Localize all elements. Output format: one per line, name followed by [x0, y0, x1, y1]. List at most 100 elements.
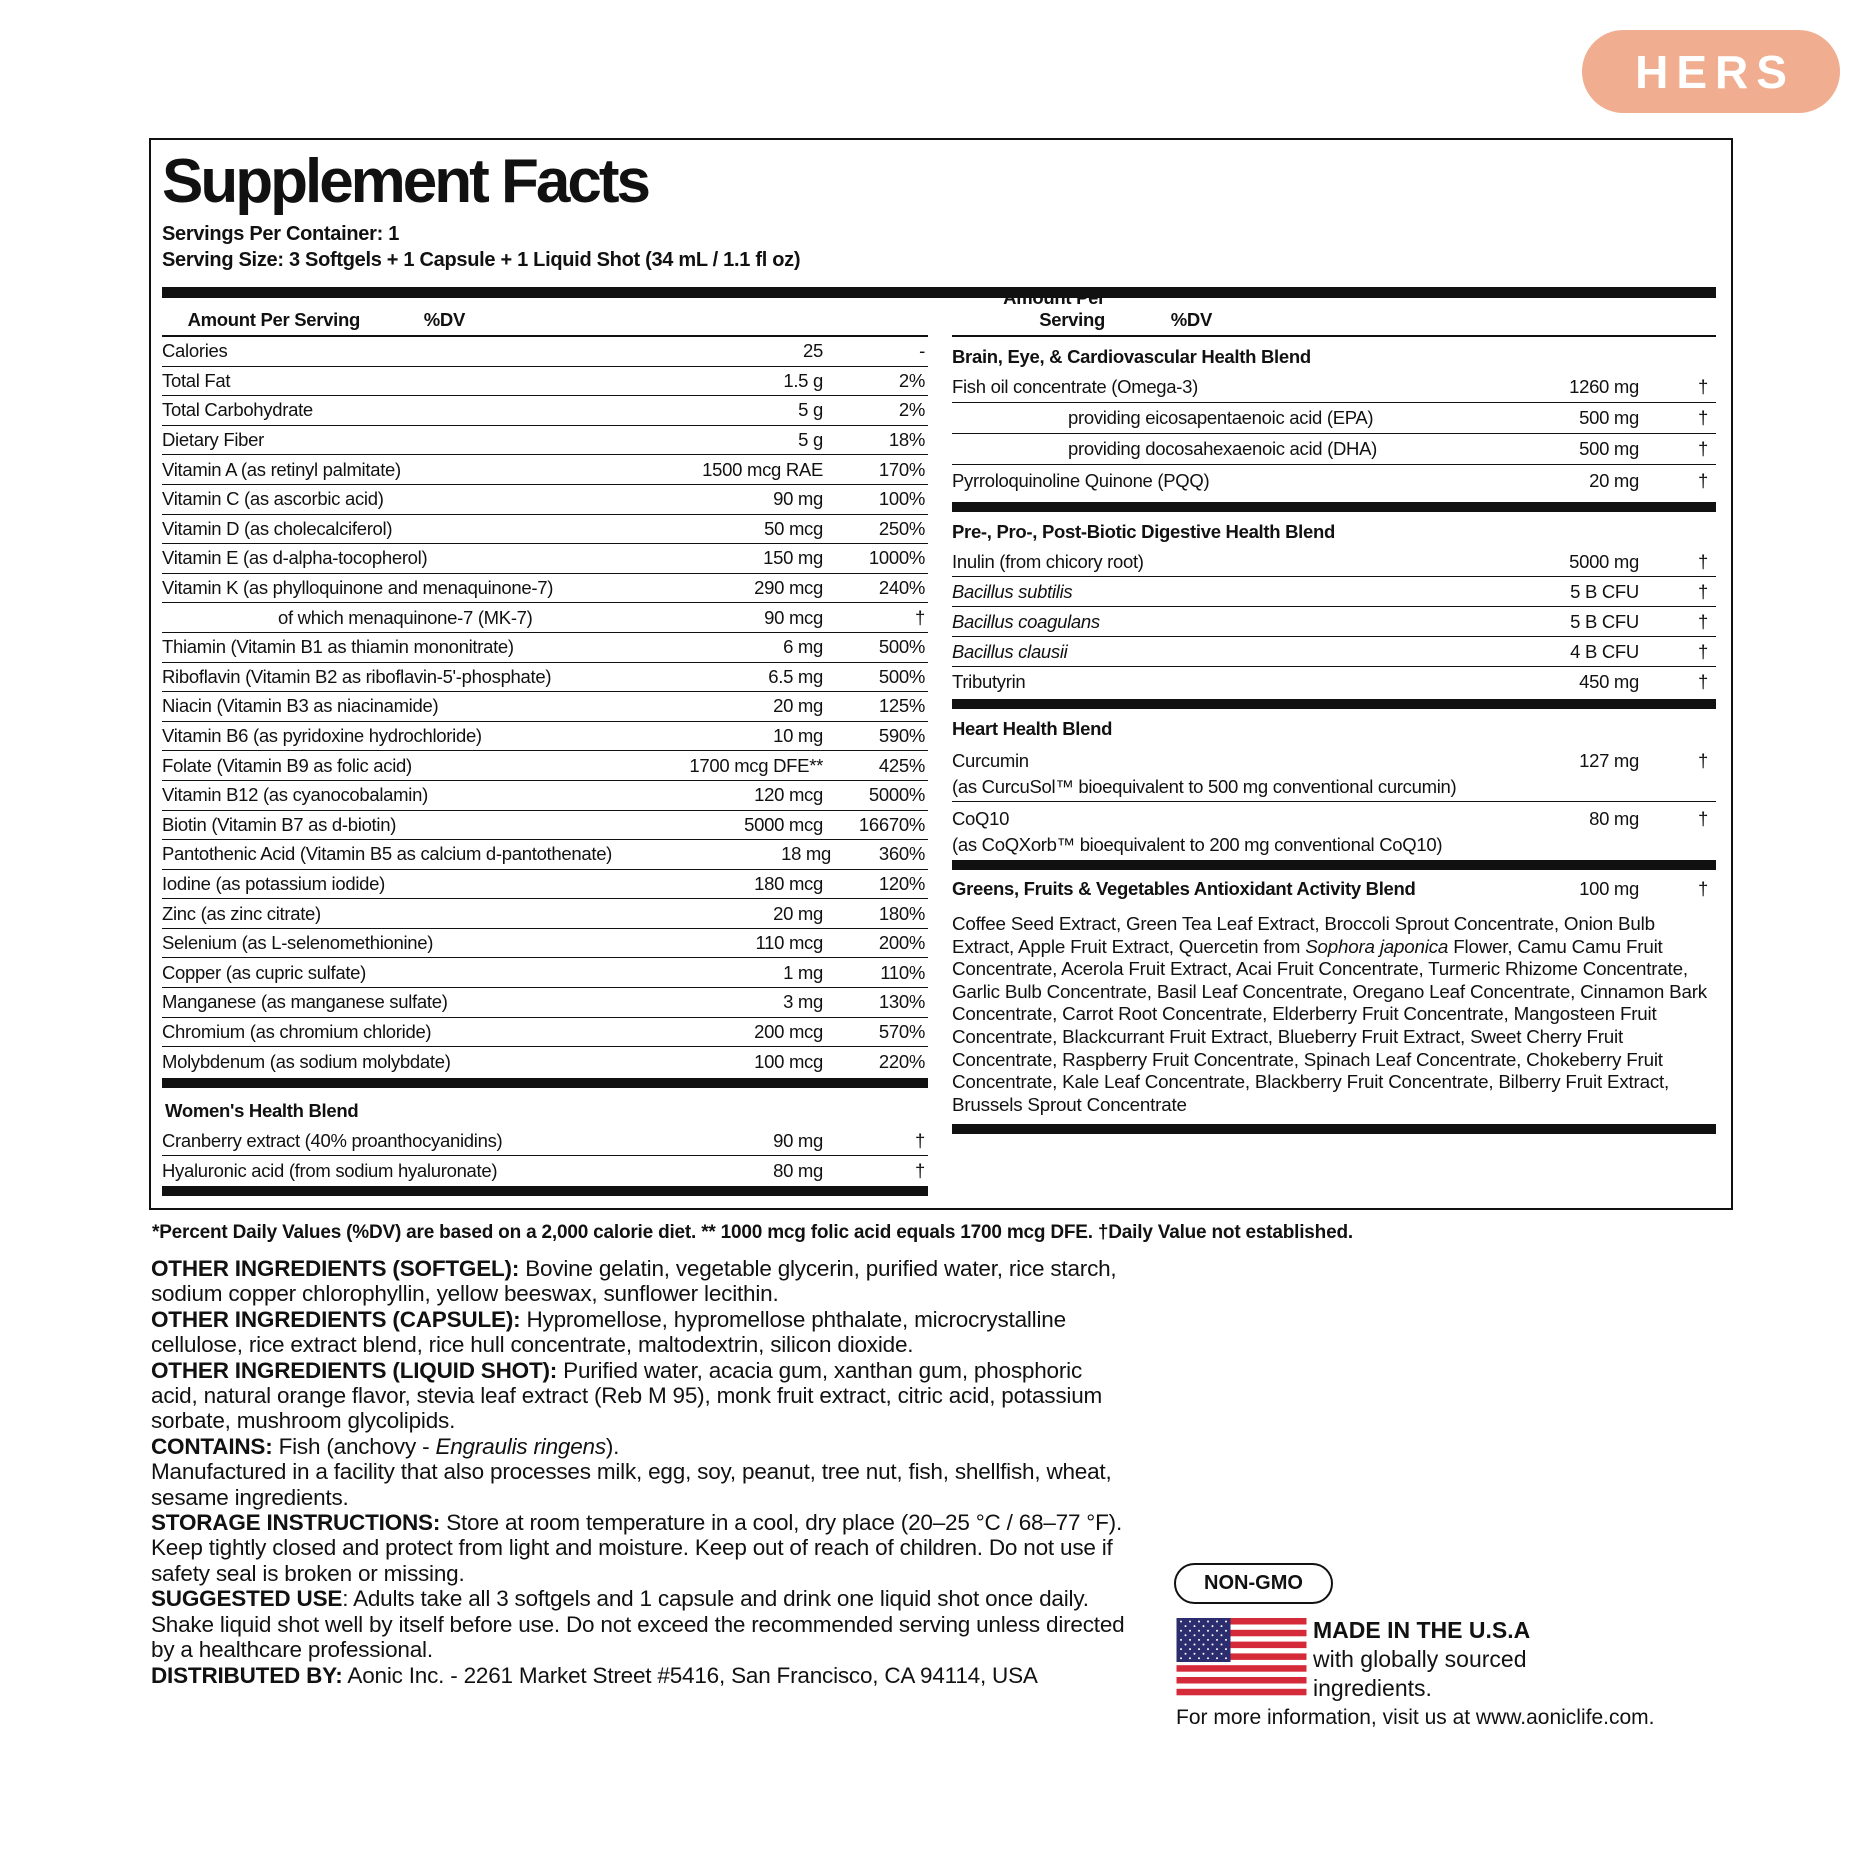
amount: 80 mg [773, 1160, 823, 1182]
amount: 1500 mcg RAE [702, 458, 823, 480]
amount: 5000 mcg [744, 813, 823, 835]
amount: 10 mg [773, 725, 823, 747]
amount: 500 mg [1579, 438, 1639, 459]
amount: 200 mcg [754, 1020, 823, 1042]
amount: 80 mg [1589, 808, 1639, 829]
daily-value: † [1698, 640, 1708, 662]
greens-ingredient-list: Coffee Seed Extract, Green Tea Leaf Extr… [952, 913, 1707, 1115]
other-ingredients: OTHER INGREDIENTS (SOFTGEL): Bovine gela… [151, 1256, 1131, 1688]
nutrient-name: Vitamin E (as d-alpha-tocopherol) [162, 547, 428, 569]
amount: 150 mg [763, 547, 823, 569]
nutrient-table-right: Amount Per Serving %DV Brain, Eye, & Car… [952, 287, 1716, 1135]
daily-value: † [1698, 750, 1708, 771]
amount: 1700 mcg DFE** [689, 754, 823, 776]
table-row: providing eicosapentaenoic acid (EPA) 500… [952, 403, 1716, 434]
nutrient-name: of which menaquinone-7 (MK-7) [278, 606, 533, 628]
nutrient-name: Cranberry extract (40% proanthocyanidins… [162, 1130, 503, 1152]
divider-bar [162, 1077, 928, 1088]
table-row: Calories 25 - [162, 337, 928, 367]
table-row: CoQ10 80 mg † (as CoQXorb™ bioequivalent to… [952, 802, 1716, 860]
daily-value: 18% [888, 429, 925, 451]
amount: 100 mg [1579, 878, 1639, 899]
amount: 290 mcg [754, 577, 823, 599]
daily-value: 180% [878, 902, 925, 924]
more-info: For more information, visit us at www.ao… [1176, 1706, 1655, 1729]
daily-value: 500% [878, 665, 925, 687]
table-row: Folate (Vitamin B9 as folic acid) 1700 mc… [162, 751, 928, 781]
amount: 18 mg [781, 843, 831, 865]
amount: 6 mg [783, 636, 823, 658]
nutrient-name: Calories [162, 340, 228, 362]
daily-value: † [1698, 610, 1708, 632]
amount: 3 mg [783, 991, 823, 1013]
table-row: Bacillus subtilis 5 B CFU † [952, 577, 1716, 607]
daily-value: - [919, 340, 925, 362]
daily-value: † [1698, 469, 1708, 491]
amount: 50 mcg [764, 517, 823, 539]
capsule-ingredients: OTHER INGREDIENTS (CAPSULE): Hypromellos… [151, 1306, 1066, 1358]
amount: 90 mg [773, 1130, 823, 1152]
us-flag-icon [1176, 1618, 1307, 1696]
nutrient-name: Pyrroloquinoline Quinone (PQQ) [952, 469, 1210, 491]
nutrient-name: Total Fat [162, 369, 231, 391]
blend-title: Brain, Eye, & Cardiovascular Health Blen… [952, 345, 1311, 367]
nutrient-name: Vitamin A (as retinyl palmitate) [162, 458, 401, 480]
daily-value: † [1698, 808, 1708, 829]
table-row: Biotin (Vitamin B7 as d-biotin) 5000 mcg 1… [162, 811, 928, 841]
nutrient-name: Vitamin B6 (as pyridoxine hydrochloride) [162, 725, 482, 747]
nutrient-name: Vitamin K (as phylloquinone and menaquin… [162, 577, 554, 599]
daily-value: † [915, 606, 925, 628]
contains: CONTAINS: Fish (anchovy - Engraulis ring… [151, 1433, 620, 1459]
daily-value: 120% [878, 872, 925, 894]
amount: 90 mg [773, 488, 823, 510]
amount-header: Amount Per Serving [187, 309, 361, 330]
daily-value: † [1698, 407, 1708, 428]
nutrient-name: Bacillus subtilis [952, 580, 1073, 602]
daily-value: 200% [878, 932, 925, 954]
amount: 20 mg [773, 902, 823, 924]
amount: 100 mcg [754, 1051, 823, 1073]
amount: 5000 mg [1569, 550, 1639, 572]
nutrient-name: Niacin (Vitamin B3 as niacinamide) [162, 695, 439, 717]
non-gmo-badge: NON-GMO [1174, 1563, 1333, 1604]
nutrient-name: providing docosahexaenoic acid (DHA) [1068, 438, 1378, 459]
table-header: Amount Per Serving %DV [162, 298, 928, 337]
dv-header: %DV [1170, 309, 1213, 330]
suggested-use: SUGGESTED USE: Adults take all 3 softgel… [151, 1586, 1125, 1663]
facility-note: Manufactured in a facility that also pro… [151, 1459, 1112, 1510]
table-row: Hyaluronic acid (from sodium hyaluronate… [162, 1156, 928, 1186]
divider-bar [162, 1186, 928, 1197]
daily-value: † [1698, 580, 1708, 602]
blend-title: Greens, Fruits & Vegetables Antioxidant … [952, 878, 1416, 899]
amount-header: Amount Per Serving [1003, 287, 1105, 330]
nutrient-name: Tributyrin [952, 671, 1026, 692]
blend-title: Heart Health Blend [952, 717, 1113, 739]
nutrient-name: Bacillus clausii [952, 640, 1068, 662]
amount: 120 mcg [754, 784, 823, 806]
daily-value: 240% [878, 577, 925, 599]
amount: 5 B CFU [1570, 610, 1639, 632]
table-row: Total Carbohydrate 5 g 2% [162, 396, 928, 426]
nutrient-name: Pantothenic Acid (Vitamin B5 as calcium … [162, 843, 613, 865]
daily-value: 425% [878, 754, 925, 776]
amount: 5 g [798, 399, 823, 421]
divider-bar [952, 699, 1716, 709]
daily-value: 16670% [858, 813, 925, 835]
table-row: Thiamin (Vitamin B1 as thiamin mononitra… [162, 633, 928, 663]
table-row: Vitamin A (as retinyl palmitate) 1500 mcg… [162, 455, 928, 485]
daily-value: 2% [898, 369, 925, 391]
amount: 90 mcg [764, 606, 823, 628]
nutrient-name: CoQ10 [952, 808, 1010, 829]
table-row: Zinc (as zinc citrate) 20 mg 180% [162, 899, 928, 929]
daily-value: 125% [878, 695, 925, 717]
amount: 1.5 g [783, 369, 823, 391]
table-row: Curcumin 127 mg † (as CurcuSol™ bioequivale… [952, 744, 1716, 802]
table-row: Vitamin B6 (as pyridoxine hydrochloride)… [162, 722, 928, 752]
nutrient-name: Folate (Vitamin B9 as folic acid) [162, 754, 412, 776]
table-row: Vitamin C (as ascorbic acid) 90 mg 100% [162, 485, 928, 515]
daily-value: 570% [878, 1020, 925, 1042]
hers-badge: HERS [1582, 30, 1840, 113]
table-row: Bacillus clausii 4 B CFU † [952, 637, 1716, 667]
daily-value: 220% [878, 1051, 925, 1073]
table-row: Manganese (as manganese sulfate) 3 mg 130% [162, 988, 928, 1018]
